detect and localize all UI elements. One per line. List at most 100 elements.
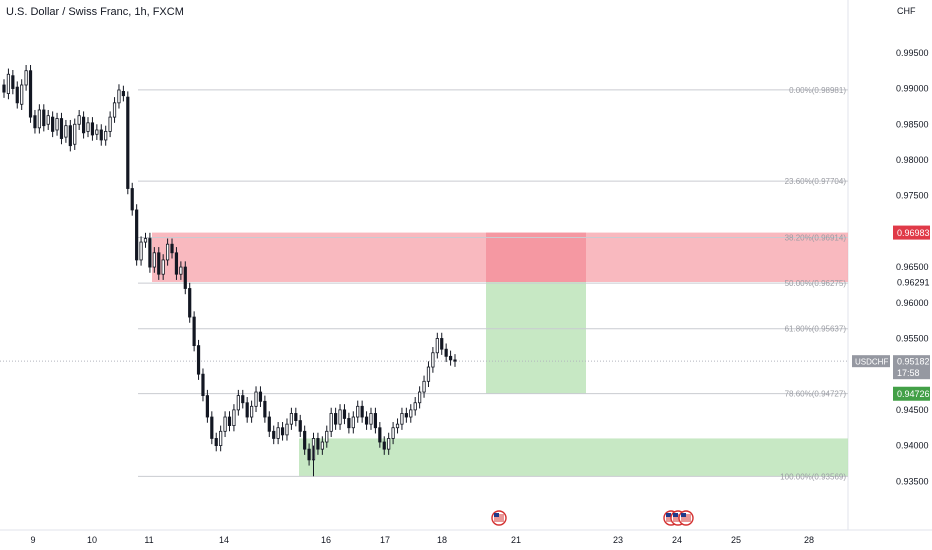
candle-body	[104, 130, 108, 141]
stop-price-tag: 0.96983	[897, 228, 930, 238]
candle-body	[258, 391, 263, 402]
fib-level-label: 23.60%(0.97704)	[785, 177, 847, 186]
candle-body	[382, 441, 386, 450]
candle-body	[272, 430, 276, 439]
x-tick-label: 9	[30, 535, 35, 545]
demand-zone	[299, 438, 848, 477]
candle-body	[236, 395, 240, 411]
symbol-tag: USDCHF	[855, 358, 888, 367]
candle-body	[435, 338, 439, 354]
candle-body	[276, 427, 280, 439]
candle-body	[81, 116, 86, 134]
candle-body	[161, 259, 165, 275]
candle-body	[188, 288, 192, 318]
candle-body	[174, 252, 179, 275]
fib-level-label: 78.60%(0.94727)	[785, 390, 847, 399]
chart-title: U.S. Dollar / Swiss Franc, 1h, FXCM	[6, 6, 184, 18]
candle-body	[227, 416, 232, 426]
candle-body	[143, 238, 148, 243]
candle-body	[329, 413, 333, 432]
candle-body	[250, 405, 254, 418]
y-tick-label: 0.99500	[896, 48, 929, 58]
candle-body	[418, 391, 422, 404]
us-flag-icon[interactable]	[491, 510, 507, 526]
candle-body	[117, 89, 121, 104]
candle-body	[2, 84, 6, 93]
candle-body	[413, 402, 417, 411]
candle-body	[369, 413, 373, 425]
candle-body	[135, 209, 139, 261]
candle-body	[11, 75, 15, 89]
candle-body	[404, 413, 408, 418]
candle-body	[303, 430, 307, 450]
x-tick-label: 21	[511, 535, 521, 545]
candle-body	[285, 423, 289, 436]
position-target-zone	[486, 281, 586, 394]
candle-body	[6, 73, 11, 94]
fib-level-label: 50.00%(0.96275)	[785, 279, 847, 288]
candle-body	[33, 115, 37, 129]
candle-body	[77, 115, 81, 125]
candle-body	[196, 345, 201, 375]
candle-body	[183, 266, 187, 289]
x-tick-label: 11	[144, 535, 153, 545]
candle-body	[51, 116, 55, 132]
candle-body	[316, 438, 320, 450]
candle-body	[320, 441, 324, 450]
fib-level-label: 38.20%(0.96914)	[785, 234, 847, 243]
candle-body	[192, 316, 196, 347]
candle-body	[280, 427, 285, 436]
candle-body	[86, 122, 90, 132]
candle-body	[391, 427, 395, 439]
candle-body	[68, 125, 72, 147]
candle-body	[431, 352, 435, 368]
candle-body	[42, 109, 46, 127]
candle-body	[130, 188, 134, 211]
y-tick-label: 0.95500	[896, 333, 929, 343]
candle-body	[263, 400, 267, 418]
fib-level-label: 61.80%(0.95637)	[785, 325, 847, 334]
candle-body	[294, 413, 298, 421]
y-tick-label: 0.94000	[896, 441, 929, 451]
candle-body	[73, 123, 77, 145]
x-tick-label: 17	[380, 535, 390, 545]
x-tick-label: 24	[672, 535, 682, 545]
candle-body	[448, 355, 453, 361]
position-stop-zone	[486, 232, 586, 282]
y-tick-label: 0.96000	[896, 298, 929, 308]
fib-level-label: 0.00%(0.98981)	[789, 86, 846, 95]
candle-body	[64, 125, 68, 138]
x-tick-label: 28	[804, 535, 814, 545]
x-tick-label: 16	[321, 535, 331, 545]
candle-body	[325, 430, 329, 443]
candle-body	[334, 413, 338, 425]
candle-body	[400, 413, 404, 425]
candle-body	[148, 238, 152, 268]
candle-body	[342, 409, 347, 419]
candle-body	[210, 416, 214, 439]
candle-body	[214, 438, 218, 446]
y-tick-label: 0.99000	[896, 84, 929, 94]
symbol-tag-bg	[852, 355, 890, 368]
candle-body	[232, 409, 236, 426]
candle-body	[121, 91, 125, 97]
candle-body	[46, 115, 50, 125]
candle-body	[55, 118, 59, 131]
us-flag-icon[interactable]	[678, 510, 694, 526]
candle-body	[289, 413, 294, 425]
candle-body	[24, 70, 28, 86]
candle-body	[360, 405, 364, 418]
candle-body	[108, 116, 112, 132]
candle-body	[112, 102, 117, 118]
x-tick-label: 14	[219, 535, 229, 545]
x-tick-label: 18	[437, 535, 447, 545]
candle-body	[241, 395, 245, 404]
countdown-tag: 17:58	[897, 368, 920, 378]
entry-price-tag-bg	[893, 274, 930, 289]
currency-label: CHF	[897, 6, 916, 16]
candle-body	[165, 243, 170, 261]
candle-body	[152, 252, 156, 268]
candle-body	[59, 118, 64, 139]
candle-body	[307, 448, 311, 461]
